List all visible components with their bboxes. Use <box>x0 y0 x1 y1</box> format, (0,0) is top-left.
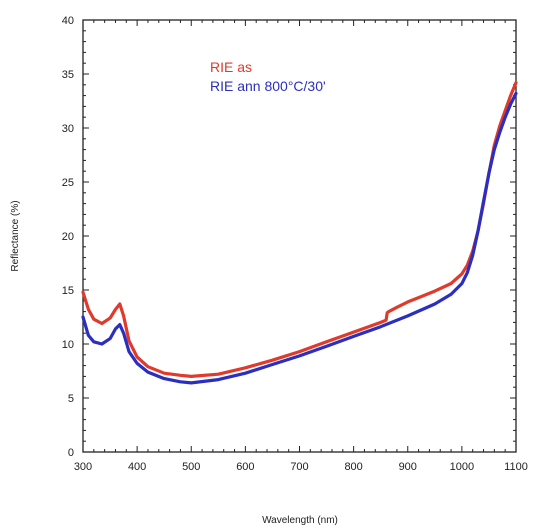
x-tick-label: 1000 <box>450 461 474 473</box>
y-tick-label: 10 <box>62 339 74 351</box>
x-axis-label: Wavelength (nm) <box>262 515 338 526</box>
y-tick-label: 30 <box>62 123 74 135</box>
x-tick-label: 1100 <box>504 461 528 473</box>
y-tick-label: 40 <box>62 15 74 27</box>
y-tick-label: 35 <box>62 69 74 81</box>
x-tick-label: 700 <box>290 461 308 473</box>
x-tick-label: 300 <box>74 461 92 473</box>
axis-tick-labels: 300 400 500 600 700 800 900 1000 1100 0 5 10 15 20 25 3… <box>62 15 528 473</box>
x-tick-label: 400 <box>128 461 146 473</box>
x-tick-label: 600 <box>236 461 254 473</box>
y-tick-label: 20 <box>62 231 74 243</box>
legend: RIE as RIE ann 800°C/30' <box>210 59 326 94</box>
series-lines <box>81 80 518 385</box>
y-tick-label: 25 <box>62 177 74 189</box>
series-line-1 <box>81 80 518 378</box>
x-tick-label: 900 <box>399 461 417 473</box>
y-axis-label: Reflectance (%) <box>10 200 21 271</box>
series-line-2 <box>81 91 518 385</box>
legend-entry-2: RIE ann 800°C/30' <box>210 78 326 94</box>
legend-entry-1: RIE as <box>210 59 252 75</box>
x-tick-label: 500 <box>182 461 200 473</box>
y-tick-label: 0 <box>68 447 74 459</box>
y-tick-label: 15 <box>62 285 74 297</box>
x-tick-label: 800 <box>344 461 362 473</box>
y-tick-label: 5 <box>68 393 74 405</box>
axis-ticks <box>82 19 517 453</box>
